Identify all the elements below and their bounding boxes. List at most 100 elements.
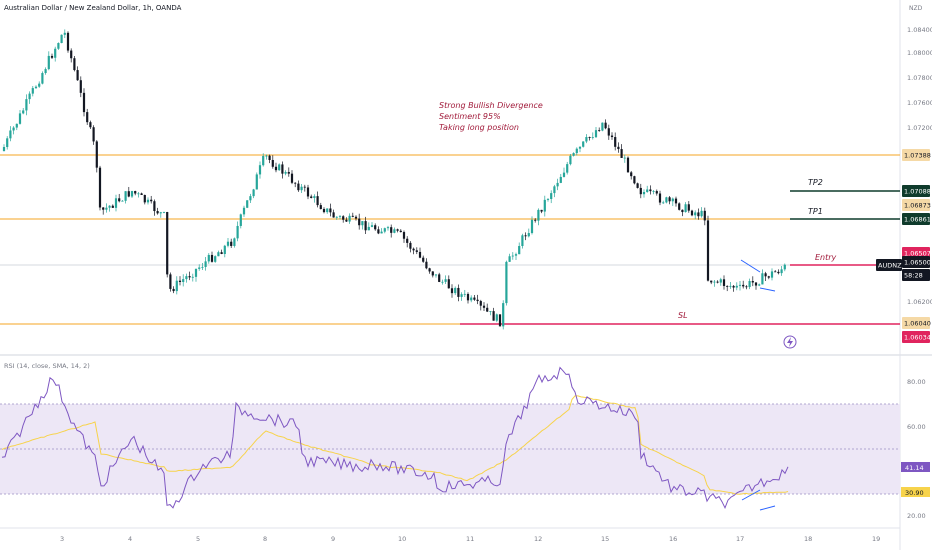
candle-bearish	[428, 268, 431, 272]
candle-bullish	[646, 189, 649, 192]
candle-bullish	[386, 227, 390, 229]
candle-bearish	[76, 70, 79, 81]
price-tag-text: 1.06861	[904, 216, 931, 224]
candle-bearish	[172, 288, 175, 292]
candle-bullish	[556, 182, 559, 187]
candle-bullish	[194, 268, 198, 277]
candle-bullish	[694, 212, 697, 216]
svg-text:41.14: 41.14	[905, 464, 924, 472]
time-tick: 17	[736, 535, 744, 543]
candle-bullish	[207, 254, 210, 262]
candle-bearish	[111, 205, 114, 208]
price-tag-text: 1.06034	[904, 334, 931, 342]
candle-bullish	[575, 148, 578, 154]
candle-bearish	[674, 198, 678, 204]
candle-bearish	[706, 220, 710, 281]
divergence-line-rsi-1	[741, 489, 761, 501]
candle-bearish	[626, 157, 630, 173]
candle-bearish	[588, 137, 591, 138]
price-tick: 1.07800	[907, 74, 932, 82]
candle-bullish	[361, 221, 364, 226]
price-tick: 1.06200	[907, 298, 932, 306]
candle-bearish	[617, 146, 620, 150]
candle-bearish	[742, 284, 745, 287]
rsi-tick: 80.00	[907, 378, 926, 386]
candle-bearish	[50, 55, 54, 58]
candle-bearish	[79, 80, 82, 93]
candle-bearish	[399, 230, 402, 233]
candle-bullish	[284, 171, 287, 174]
candle-bullish	[537, 209, 540, 221]
candle-bullish	[28, 93, 31, 100]
candle-bullish	[124, 191, 127, 201]
candle-bearish	[66, 32, 70, 51]
candle-bullish	[662, 202, 665, 204]
candle-bullish	[313, 196, 316, 198]
price-tag-symbol: AUDNZD	[876, 259, 907, 271]
candle-bearish	[364, 221, 367, 231]
candle-bullish	[367, 226, 370, 231]
candle-bearish	[498, 314, 502, 327]
candle-bearish	[406, 238, 409, 243]
candle-bearish	[70, 50, 73, 59]
candle-bullish	[6, 138, 9, 148]
candle-bullish	[738, 284, 742, 286]
time-tick: 15	[601, 535, 609, 543]
candle-bullish	[530, 219, 534, 234]
candle-bullish	[553, 186, 556, 194]
candle-bearish	[409, 242, 412, 249]
candle-bearish	[143, 194, 146, 203]
candle-bearish	[438, 274, 441, 282]
candle-bullish	[2, 147, 6, 151]
candle-bullish	[191, 276, 194, 278]
candle-bearish	[102, 207, 105, 210]
candle-bearish	[457, 287, 460, 297]
candle-bearish	[290, 173, 294, 183]
candle-bearish	[777, 271, 780, 274]
candle-bullish	[569, 155, 572, 165]
candle-bearish	[210, 254, 214, 262]
candle-bearish	[169, 274, 172, 289]
candle-bullish	[444, 279, 447, 282]
candle-bearish	[156, 211, 159, 214]
candle-bearish	[431, 271, 434, 276]
candle-bullish	[783, 264, 786, 270]
candle-bearish	[95, 141, 98, 168]
candle-bullish	[18, 113, 22, 124]
candle-bearish	[271, 159, 274, 167]
candle-bearish	[716, 281, 719, 283]
price-tags: 1.07388 1.07088 1.06873 1.06861 1.06507 AUDNZ…	[876, 149, 931, 343]
candle-bullish	[758, 284, 761, 286]
price-tag-l3: 1.06040	[902, 317, 931, 329]
candle-bullish	[521, 235, 524, 247]
candle-bearish	[690, 210, 694, 216]
lightning-icon[interactable]	[783, 335, 797, 349]
candle-bearish	[447, 279, 450, 289]
candle-bullish	[114, 198, 118, 208]
candle-bearish	[150, 199, 153, 202]
candle-bullish	[514, 254, 518, 256]
candle-bullish	[15, 123, 18, 128]
candle-bearish	[767, 276, 770, 278]
time-tick: 3	[60, 535, 64, 543]
time-tick: 8	[263, 535, 267, 543]
candle-bullish	[489, 311, 492, 312]
candle-bearish	[655, 191, 658, 194]
candle-bearish	[310, 196, 313, 198]
candle-bullish	[204, 261, 207, 267]
rsi-line	[1, 366, 789, 510]
price-tag-last: 1.06500	[902, 256, 931, 268]
candle-bearish	[351, 215, 354, 217]
candle-bullish	[601, 122, 604, 131]
candle-bullish	[252, 189, 255, 197]
tp2-label: TP2	[808, 178, 823, 187]
candle-bullish	[182, 279, 185, 282]
time-tick: 9	[331, 535, 335, 543]
candle-bearish	[710, 280, 713, 283]
rsi-title: RSI (14, close, SMA, 14, 2)	[4, 362, 90, 370]
candle-bullish	[201, 266, 204, 268]
candle-bullish	[393, 229, 396, 233]
entry-label: Entry	[815, 253, 837, 262]
price-tag-text: 1.06507	[904, 250, 931, 258]
